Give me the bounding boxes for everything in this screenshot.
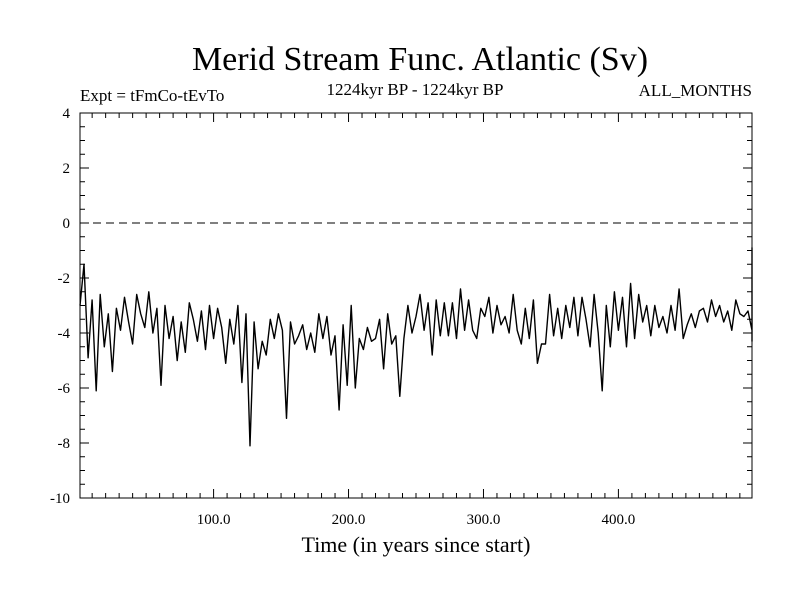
x-axis: 100.0 200.0 300.0 400.0 <box>197 512 636 528</box>
plot-frame <box>79 112 753 499</box>
season-label: ALL_MONTHS <box>639 81 752 100</box>
experiment-label: Expt = tFmCo-tEvTo <box>80 86 224 105</box>
y-tick-label: -8 <box>58 436 71 452</box>
x-tick-label: 300.0 <box>467 512 501 528</box>
y-tick-label: -2 <box>58 271 71 287</box>
y-tick-label: 0 <box>63 216 71 232</box>
y-axis: -10 -8 -6 -4 -2 0 2 4 <box>50 106 71 507</box>
x-tick-label: 100.0 <box>197 512 231 528</box>
y-tick-label: 4 <box>63 106 71 122</box>
y-tick-label: 2 <box>63 161 71 177</box>
y-tick-label: -6 <box>58 381 71 397</box>
chart-title: Merid Stream Func. Atlantic (Sv) <box>192 41 648 78</box>
series-layer <box>79 247 753 447</box>
period-label: 1224kyr BP - 1224kyr BP <box>327 80 504 99</box>
x-tick-label: 400.0 <box>602 512 636 528</box>
y-tick-label: -10 <box>50 491 70 507</box>
y-tick-label: -4 <box>58 326 71 342</box>
minor-ticks <box>80 112 752 499</box>
x-tick-label: 200.0 <box>332 512 366 528</box>
series-line <box>79 247 753 447</box>
x-axis-label: Time (in years since start) <box>302 532 531 557</box>
